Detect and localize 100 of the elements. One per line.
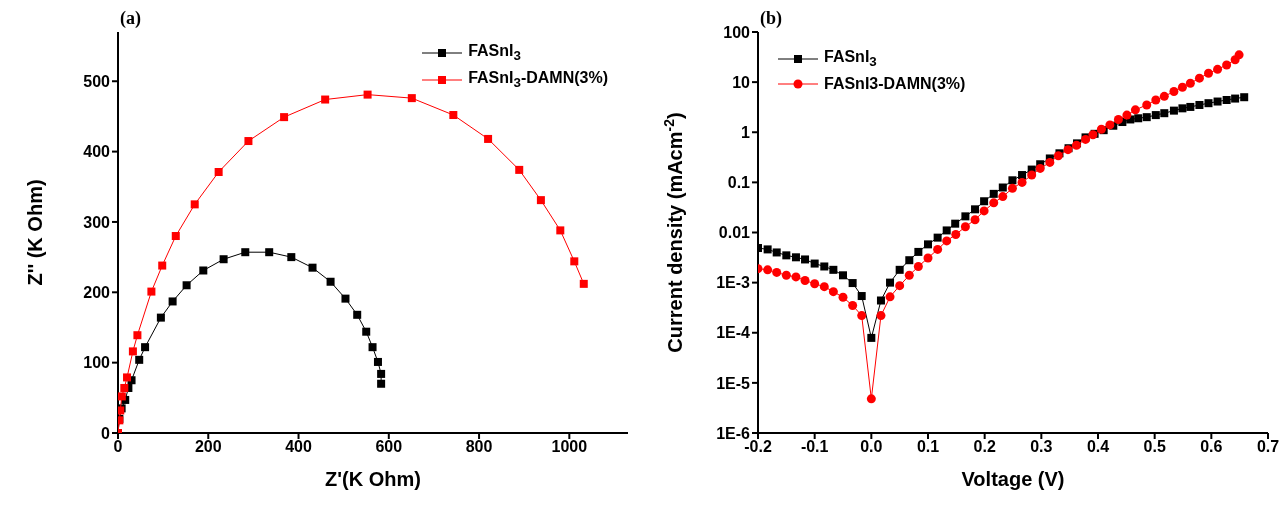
point xyxy=(377,379,386,388)
legend-label: FASnI$_{3}$-DAMN(3%) xyxy=(468,69,608,91)
x-tick-label: 0 xyxy=(113,438,123,456)
point xyxy=(801,255,810,264)
point xyxy=(515,165,524,174)
point xyxy=(182,281,191,290)
point xyxy=(961,212,970,221)
point xyxy=(1231,94,1240,103)
point xyxy=(1130,105,1140,115)
point xyxy=(980,197,989,206)
point xyxy=(998,192,1008,202)
point xyxy=(763,245,772,254)
x-tick-label: 0.2 xyxy=(973,438,996,456)
point xyxy=(362,327,371,336)
point xyxy=(989,198,999,208)
point xyxy=(135,355,144,364)
point xyxy=(848,300,858,310)
y-tick-label: 10 xyxy=(732,73,751,91)
point xyxy=(407,94,416,103)
point xyxy=(1159,91,1169,101)
y-axis-title: Z'' (K Ohm) xyxy=(24,179,46,286)
legend-label: FASnI3-DAMN(3%) xyxy=(824,75,966,94)
point xyxy=(763,265,773,275)
point xyxy=(171,232,180,241)
point xyxy=(280,113,289,122)
point xyxy=(1008,176,1017,185)
point xyxy=(772,248,781,257)
point xyxy=(1169,87,1179,96)
point xyxy=(885,292,895,302)
y-tick-label: 500 xyxy=(83,72,111,90)
x-axis-title: Voltage (V) xyxy=(961,468,1065,490)
point xyxy=(1204,68,1213,78)
point xyxy=(886,278,895,287)
point xyxy=(933,233,942,242)
point xyxy=(1134,114,1143,123)
x-tick-label: 0.4 xyxy=(1086,438,1110,456)
point xyxy=(449,111,458,120)
point xyxy=(810,259,819,268)
point xyxy=(368,343,377,352)
point xyxy=(971,205,980,214)
point xyxy=(951,230,961,240)
point xyxy=(377,369,386,378)
point xyxy=(895,265,904,274)
point xyxy=(933,244,943,254)
point xyxy=(1177,82,1187,92)
point xyxy=(1035,163,1045,173)
point xyxy=(123,373,132,382)
x-tick-label: 0.6 xyxy=(1200,438,1223,456)
point xyxy=(1160,109,1169,118)
chart-title: (b) xyxy=(760,8,782,29)
y-tick-label: 300 xyxy=(83,213,111,231)
point xyxy=(1105,120,1115,130)
x-tick-label: 200 xyxy=(194,438,222,456)
point xyxy=(904,270,914,280)
point xyxy=(1027,170,1037,180)
point xyxy=(199,266,208,275)
point xyxy=(1195,100,1204,109)
point xyxy=(133,331,142,340)
point xyxy=(998,183,1007,192)
point xyxy=(782,251,791,260)
point xyxy=(989,189,998,198)
point xyxy=(326,277,335,286)
y-tick-label: 100 xyxy=(83,354,111,372)
point xyxy=(1213,97,1222,106)
x-tick-label: 0.7 xyxy=(1256,438,1280,456)
point xyxy=(1213,64,1223,74)
point xyxy=(923,253,933,263)
point xyxy=(341,294,350,303)
point xyxy=(241,248,250,257)
point xyxy=(353,310,362,319)
point xyxy=(1186,102,1195,111)
point xyxy=(1240,93,1249,102)
point xyxy=(800,276,810,286)
point xyxy=(1185,78,1195,88)
point xyxy=(190,200,199,209)
point xyxy=(829,265,838,274)
point xyxy=(838,292,848,302)
y-tick-label: 1E-5 xyxy=(716,374,751,392)
point xyxy=(1151,95,1161,105)
point xyxy=(942,226,951,235)
point xyxy=(1178,104,1187,113)
point xyxy=(1142,113,1151,122)
point xyxy=(570,257,579,266)
y-tick-label: 400 xyxy=(83,143,111,161)
x-tick-label: 0.1 xyxy=(916,438,940,456)
point xyxy=(244,137,253,146)
point xyxy=(924,240,932,249)
point xyxy=(979,206,989,216)
point xyxy=(147,287,156,296)
x-tick-label: 0.5 xyxy=(1143,438,1166,456)
point xyxy=(866,394,876,404)
point xyxy=(820,262,829,271)
point xyxy=(579,279,588,288)
x-tick-label: 0.0 xyxy=(860,438,883,456)
x-tick-label: 400 xyxy=(285,438,312,456)
point xyxy=(1113,114,1123,124)
chart-title: (a) xyxy=(120,8,141,29)
legend-label: FASnI$_{3}$ xyxy=(468,42,521,64)
x-tick-label: 0.3 xyxy=(1030,438,1053,456)
point xyxy=(156,313,165,322)
